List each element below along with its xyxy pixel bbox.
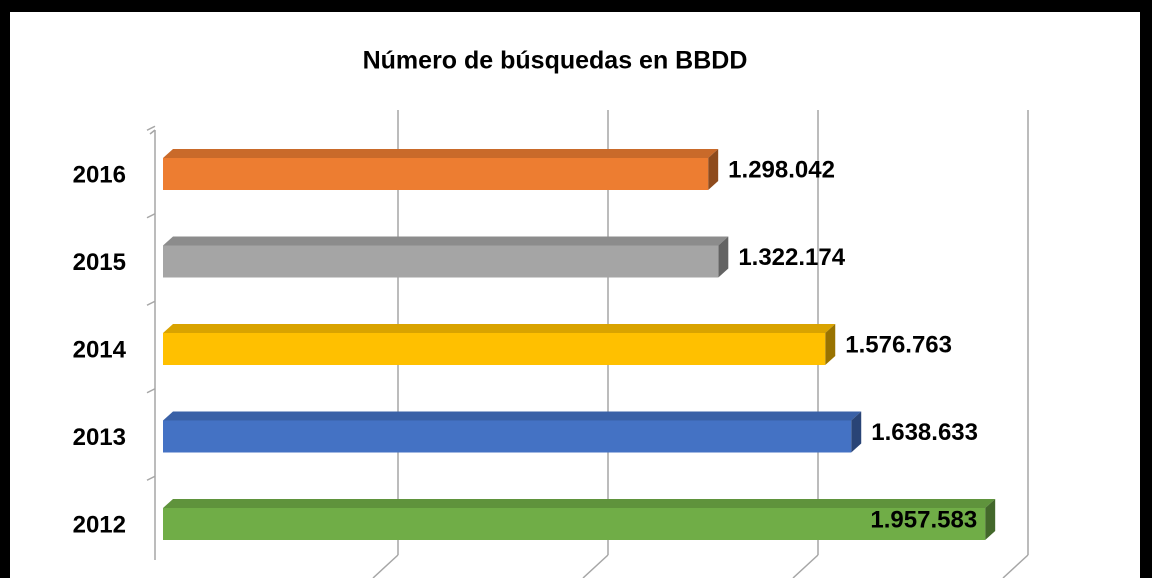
category-label: 2014	[73, 336, 127, 363]
bar	[163, 149, 719, 190]
bar-side	[718, 236, 729, 278]
bar-top	[163, 324, 836, 333]
grid-floor	[1002, 554, 1029, 578]
bar-side	[851, 411, 862, 453]
bar-front	[163, 420, 852, 453]
bar-side	[985, 499, 996, 540]
category-tick	[146, 300, 156, 306]
bar-side	[825, 324, 836, 365]
bar-front	[163, 158, 709, 190]
value-label: 1.638.633	[871, 419, 978, 446]
value-label: 1.322.174	[738, 244, 845, 271]
grid-floor	[582, 554, 609, 578]
bar-top	[163, 499, 996, 508]
bar	[163, 411, 862, 453]
category-label: 2015	[73, 249, 126, 276]
value-label: 1.957.583	[870, 506, 977, 533]
category-tick	[146, 388, 156, 394]
bar-top	[163, 236, 729, 246]
bar-front	[163, 333, 826, 365]
bar-front	[163, 245, 719, 278]
value-label: 1.576.763	[845, 331, 952, 358]
grid-line	[1002, 110, 1029, 578]
bar	[163, 324, 836, 365]
category-label: 2012	[73, 511, 126, 538]
grid-floor	[372, 554, 399, 578]
plot-background	[10, 12, 1140, 578]
bar-side	[708, 149, 719, 190]
bar-front	[163, 508, 986, 540]
category-label: 2013	[73, 424, 126, 451]
category-tick	[146, 213, 156, 219]
bar	[163, 499, 996, 540]
category-tick	[146, 475, 156, 481]
grid-floor	[792, 554, 819, 578]
category-tick	[146, 125, 156, 131]
bar-top	[163, 149, 719, 158]
category-label: 2016	[73, 161, 126, 188]
bar	[163, 236, 729, 278]
chart-title: Número de búsquedas en BBDD	[363, 47, 748, 75]
left-wall	[149, 129, 156, 135]
bar-top	[163, 411, 862, 421]
value-label: 1.298.042	[728, 156, 835, 183]
